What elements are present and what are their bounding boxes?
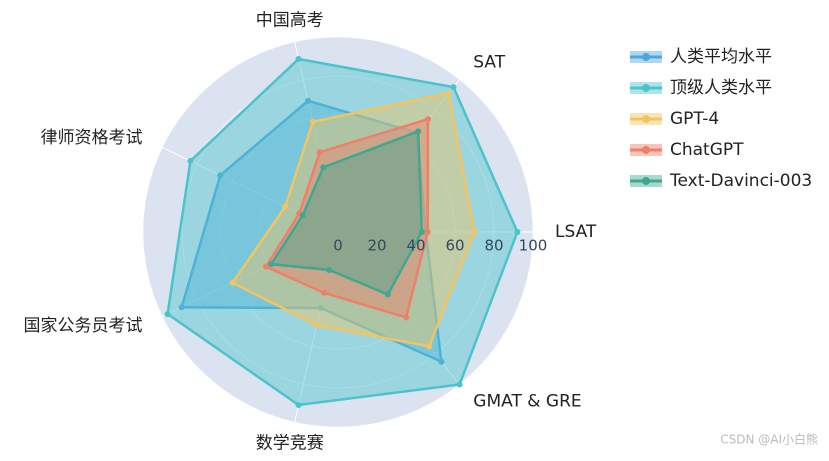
radar-point [424, 116, 431, 123]
radar-area [269, 129, 424, 297]
radar-point [320, 164, 327, 171]
radar-point [514, 229, 521, 235]
radar-point [313, 322, 320, 329]
radar-point [321, 289, 328, 296]
radar-point [305, 97, 312, 104]
radar-point [178, 304, 185, 311]
category-label: GMAT & GRE [473, 392, 581, 412]
radar-point [282, 203, 289, 210]
r-tick-label: 60 [445, 237, 464, 255]
category-label: 国家公务员考试 [23, 316, 142, 336]
radar-point [316, 149, 323, 156]
category-label: 中国高考 [256, 10, 324, 30]
watermark: CSDN @AI小白熊 [720, 432, 818, 447]
r-tick-label: 100 [519, 237, 548, 255]
legend-label: GPT-4 [670, 109, 719, 129]
radar-point [438, 358, 445, 365]
radar-point [424, 229, 431, 235]
spoke [294, 41, 339, 233]
radar-point [456, 381, 463, 388]
radar-point [217, 172, 224, 179]
legend-label: 人类平均水平 [670, 47, 772, 67]
radar-area [166, 57, 519, 407]
radar-point [326, 267, 333, 274]
radar-point [164, 311, 171, 318]
r-tick-label: 0 [333, 237, 343, 255]
category-label: 律师资格考试 [40, 128, 142, 148]
r-tick-label: 20 [367, 237, 386, 255]
radar-point [299, 212, 306, 219]
legend-label: 顶级人类水平 [670, 78, 772, 98]
category-label: 数学竞赛 [256, 433, 324, 454]
radar-point [418, 229, 425, 235]
r-tick-label: 40 [406, 237, 425, 255]
category-label: LSAT [555, 222, 597, 242]
radar-point [309, 118, 316, 125]
radar-point [445, 90, 452, 97]
legend-marker [642, 177, 650, 185]
radar-point [415, 128, 422, 135]
radar-point [403, 314, 410, 321]
radar-point [229, 279, 236, 286]
radar-point [450, 84, 457, 91]
radar-point [268, 261, 275, 268]
category-label: SAT [473, 52, 505, 72]
radar-point [471, 229, 478, 235]
legend-marker [642, 115, 650, 123]
radar-point [295, 55, 302, 62]
spoke [337, 231, 460, 385]
radar-point [426, 343, 433, 350]
legend-marker [642, 53, 650, 61]
legend-label: ChatGPT [670, 140, 744, 160]
legend-marker [642, 146, 650, 154]
radar-point [317, 305, 324, 312]
radar-point [295, 402, 302, 409]
radar-point [384, 291, 391, 298]
spoke [337, 79, 460, 233]
legend-label: Text-Davinci-003 [669, 171, 812, 191]
legend-marker [642, 84, 650, 92]
radar-point [262, 263, 269, 270]
r-tick-label: 80 [484, 237, 503, 255]
spoke [162, 231, 339, 318]
radar-point [187, 157, 194, 164]
